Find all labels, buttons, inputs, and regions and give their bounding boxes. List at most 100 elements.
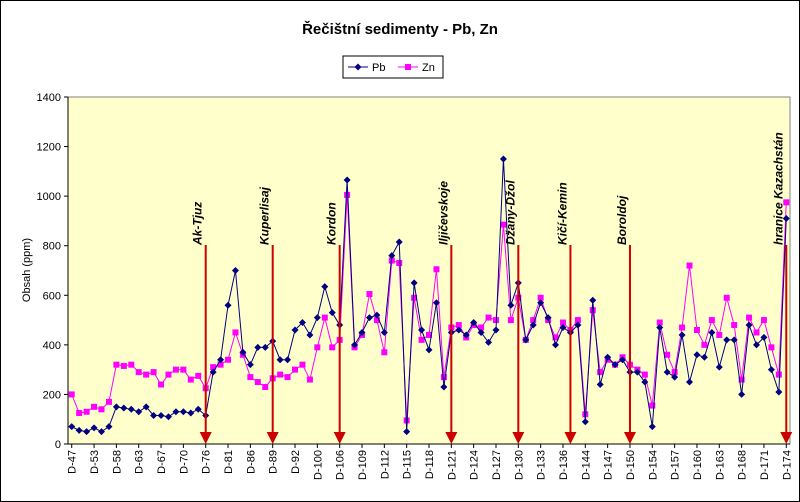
marker <box>373 317 380 324</box>
marker <box>306 376 313 383</box>
x-tick-label: D-133 <box>536 450 548 480</box>
marker <box>700 353 708 361</box>
marker <box>292 366 299 373</box>
marker <box>231 267 239 274</box>
marker <box>715 363 723 371</box>
marker <box>611 361 619 369</box>
marker <box>723 336 731 344</box>
marker <box>284 356 292 364</box>
marker <box>552 334 559 341</box>
marker <box>745 321 753 329</box>
marker <box>716 331 723 338</box>
x-tick-label: D-124 <box>469 450 481 480</box>
marker <box>246 361 254 369</box>
marker <box>224 301 232 309</box>
marker <box>105 398 112 405</box>
marker <box>217 356 225 364</box>
marker <box>97 428 105 436</box>
marker <box>574 317 581 324</box>
y-tick-label: 1400 <box>37 92 61 104</box>
marker <box>693 326 700 333</box>
marker <box>671 369 678 376</box>
marker <box>440 374 447 381</box>
marker <box>552 341 560 349</box>
x-tick-label: D-86 <box>245 450 257 474</box>
marker <box>775 388 783 396</box>
marker <box>708 317 715 324</box>
x-tick-label: D-118 <box>424 450 436 479</box>
marker <box>262 383 269 390</box>
marker <box>604 353 612 361</box>
marker <box>775 371 782 378</box>
annotation: Boroldoj <box>615 195 629 245</box>
marker <box>150 411 158 419</box>
x-tick-label: D-160 <box>692 450 704 480</box>
marker <box>351 341 359 349</box>
marker <box>753 329 760 336</box>
marker <box>701 341 708 348</box>
marker <box>194 405 202 413</box>
marker <box>143 371 150 378</box>
marker <box>112 403 120 411</box>
marker <box>500 221 507 228</box>
legend-marker <box>405 64 411 70</box>
marker <box>455 326 463 334</box>
annotation-arrowhead <box>780 432 793 444</box>
marker <box>641 371 648 378</box>
marker <box>641 378 649 386</box>
marker <box>128 361 135 368</box>
marker <box>366 291 373 298</box>
marker <box>127 405 135 413</box>
marker <box>381 349 388 356</box>
marker <box>731 322 738 329</box>
marker <box>179 408 187 416</box>
annotation: hranice Kazachstán <box>771 132 785 245</box>
y-tick-label: 1200 <box>37 142 61 154</box>
marker <box>98 406 105 413</box>
x-tick-label: D-121 <box>446 450 458 480</box>
x-tick-label: D-154 <box>647 450 659 480</box>
annotation: Kuperlisaj <box>258 186 272 245</box>
marker <box>723 294 730 301</box>
marker <box>298 319 306 327</box>
marker <box>478 324 485 331</box>
marker <box>284 374 291 381</box>
x-tick-label: D-171 <box>759 450 771 480</box>
marker <box>247 374 254 381</box>
marker <box>328 309 336 317</box>
marker <box>730 336 738 344</box>
marker <box>649 402 656 409</box>
x-tick-label: D-127 <box>491 450 503 480</box>
legend-label: Pb <box>372 62 385 74</box>
marker <box>648 423 656 431</box>
marker <box>165 371 172 378</box>
marker <box>671 373 679 381</box>
annotation-arrowhead <box>512 432 525 444</box>
marker <box>113 361 120 368</box>
y-tick-label: 600 <box>43 290 61 302</box>
marker <box>172 366 179 373</box>
x-tick-label: D-112 <box>379 450 391 479</box>
marker <box>135 408 143 416</box>
marker <box>477 328 485 336</box>
x-tick-label: D-76 <box>201 450 213 474</box>
marker <box>157 411 165 419</box>
y-tick-label: 400 <box>43 340 61 352</box>
marker <box>418 336 425 343</box>
marker <box>767 366 775 374</box>
y-tick-label: 800 <box>43 241 61 253</box>
marker <box>83 428 91 436</box>
marker <box>365 314 373 322</box>
marker <box>559 319 566 326</box>
x-tick-label: D-47 <box>67 450 79 474</box>
annotation: Kordon <box>325 202 339 245</box>
marker <box>210 364 217 371</box>
y-tick-label: 1000 <box>37 191 61 203</box>
marker <box>679 324 686 331</box>
marker <box>597 369 604 376</box>
chart-title: Řečištní sedimenty - Pb, Zn <box>302 20 498 38</box>
marker <box>433 266 440 273</box>
marker <box>344 191 351 198</box>
marker <box>91 403 98 410</box>
marker <box>425 346 433 354</box>
